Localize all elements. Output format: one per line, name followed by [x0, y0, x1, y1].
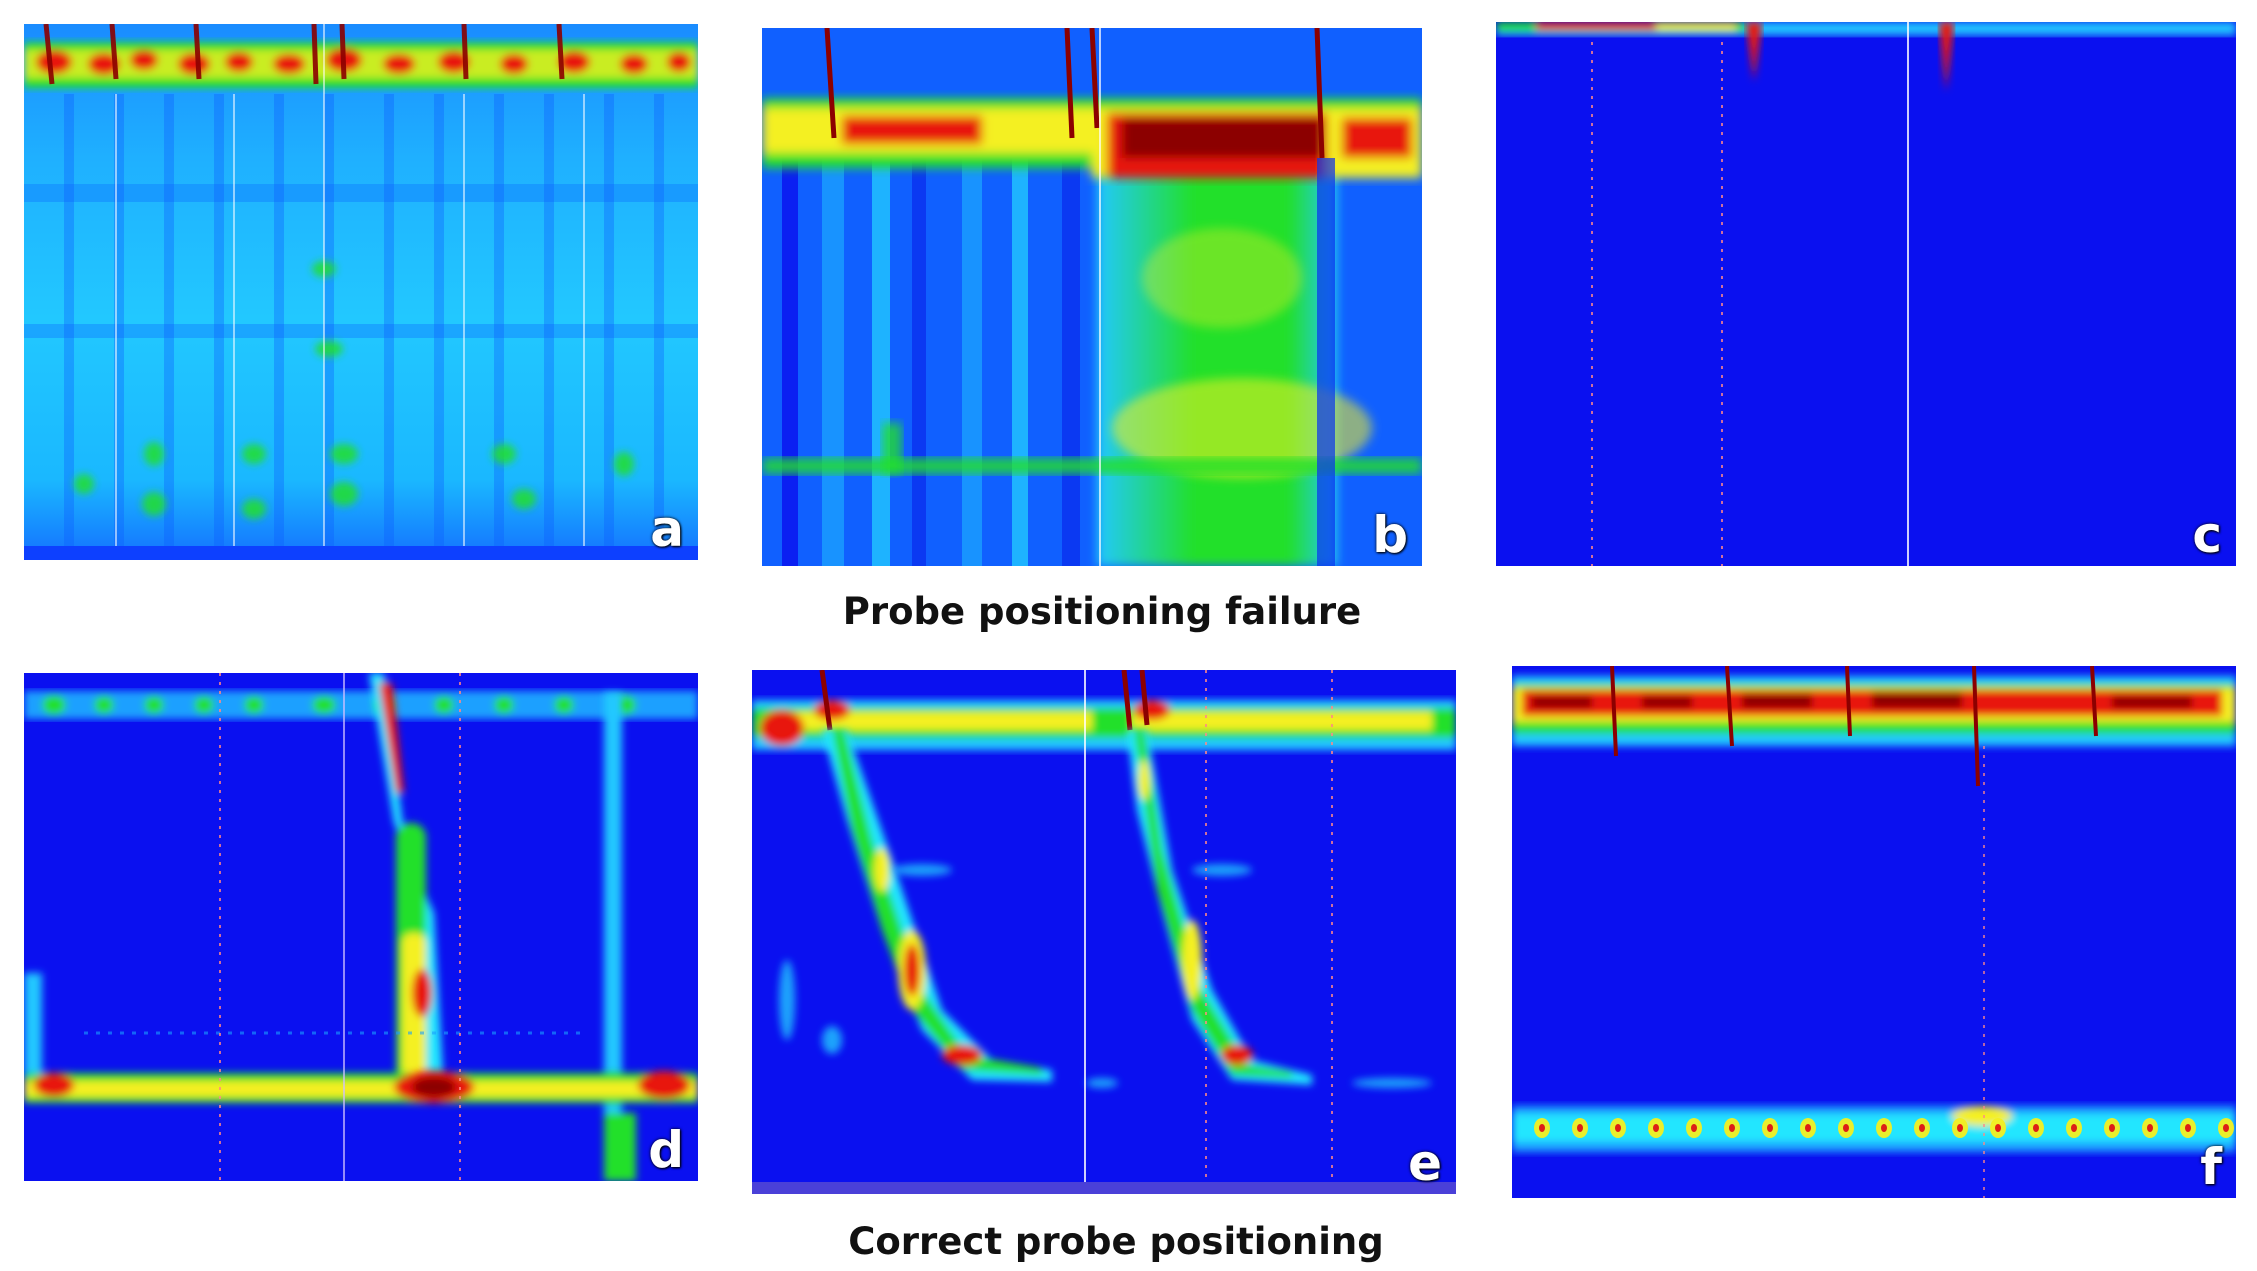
panel-label-a: a: [650, 500, 684, 558]
panel-f-dot-core: [1995, 1124, 2001, 1132]
panel-f-dot-core: [1843, 1124, 1849, 1132]
panel-label-b: b: [1372, 506, 1408, 564]
panel-f-dot-core: [2109, 1124, 2115, 1132]
panel-f-dot-core: [1577, 1124, 1583, 1132]
panel-c-heatmap: [1496, 22, 2236, 566]
panel-f-dot-core: [1691, 1124, 1697, 1132]
panel-f-dot-core: [1881, 1124, 1887, 1132]
panel-f-dot-core: [1729, 1124, 1735, 1132]
panel-e-heatmap: [752, 670, 1456, 1194]
caption-probe-positioning-failure: Probe positioning failure: [842, 590, 1362, 633]
panel-f-dot-core: [2223, 1124, 2229, 1132]
panel-b: b: [762, 28, 1422, 566]
panel-f-dot-core: [1653, 1124, 1659, 1132]
panel-label-d: d: [648, 1121, 684, 1179]
panel-f-dot-core: [1539, 1124, 1545, 1132]
panel-f: f: [1512, 666, 2236, 1198]
panel-f-dot-core: [1615, 1124, 1621, 1132]
panel-b-heatmap: [762, 28, 1422, 566]
panel-f-dot-core: [2033, 1124, 2039, 1132]
panel-e: e: [752, 670, 1456, 1194]
panel-f-dot-core: [1805, 1124, 1811, 1132]
panel-f-heatmap: [1512, 666, 2236, 1198]
panel-a: a: [24, 24, 698, 560]
panel-f-dot-core: [1767, 1124, 1773, 1132]
panel-f-dot-core: [1957, 1124, 1963, 1132]
panel-label-f: f: [2200, 1138, 2222, 1196]
panel-label-c: c: [2192, 506, 2222, 564]
panel-d-heatmap: [24, 673, 698, 1181]
panel-a-heatmap: [24, 24, 698, 560]
panel-d: d: [24, 673, 698, 1181]
panel-f-dot-core: [2071, 1124, 2077, 1132]
caption-correct-probe-positioning: Correct probe positioning: [848, 1220, 1384, 1263]
panel-label-e: e: [1408, 1134, 1442, 1192]
panel-c: c: [1496, 22, 2236, 566]
panel-f-dot-core: [1919, 1124, 1925, 1132]
panel-f-dot-core: [2147, 1124, 2153, 1132]
panel-f-dot-core: [2185, 1124, 2191, 1132]
